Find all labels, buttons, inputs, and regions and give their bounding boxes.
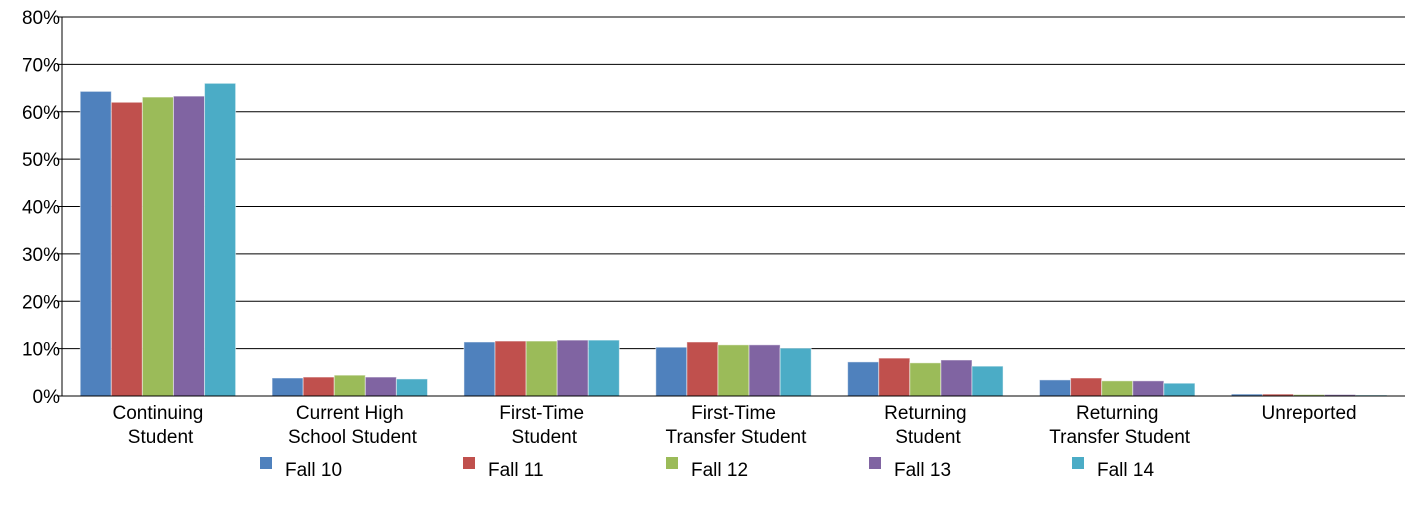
bar	[395, 378, 428, 397]
bar	[587, 339, 620, 397]
bar	[364, 376, 397, 397]
bar	[1163, 382, 1196, 397]
x-tick-label: First-Time Student	[499, 403, 584, 448]
bar	[971, 365, 1004, 397]
legend-swatch	[869, 457, 881, 469]
legend-swatch	[260, 457, 272, 469]
bar	[271, 377, 304, 397]
y-tick-label: 50%	[22, 150, 60, 171]
x-tick-label: First-Time Transfer Student	[661, 403, 807, 448]
legend-label: Fall 13	[894, 460, 951, 481]
legend-swatch	[463, 457, 475, 469]
bar	[1132, 380, 1165, 397]
legend-label: Fall 10	[285, 460, 342, 481]
bar	[204, 82, 237, 397]
bar	[1039, 379, 1072, 397]
bar	[1101, 380, 1134, 397]
bar	[748, 344, 781, 397]
y-tick-label: 70%	[22, 55, 60, 76]
x-tick-label: Unreported	[1262, 403, 1357, 424]
x-tick-label: Returning Transfer Student	[1044, 403, 1190, 448]
y-tick-label: 10%	[22, 340, 60, 361]
bar	[333, 374, 366, 397]
bar	[847, 361, 880, 397]
y-tick-label: 0%	[33, 387, 61, 408]
bar	[655, 346, 688, 397]
bar	[878, 357, 911, 397]
x-tick-label: Continuing Student	[113, 403, 204, 448]
bar	[141, 96, 174, 397]
bar	[463, 341, 496, 397]
bar	[494, 340, 527, 397]
y-tick-label: 20%	[22, 292, 60, 313]
bar	[302, 376, 335, 397]
y-tick-label: 60%	[22, 103, 60, 124]
x-tick-label: Returning Student	[884, 403, 966, 448]
legend-label: Fall 11	[488, 460, 544, 481]
bar	[556, 339, 589, 397]
legend-swatch	[666, 457, 678, 469]
legend-label: Fall 14	[1097, 460, 1154, 481]
y-tick-label: 30%	[22, 245, 60, 266]
bar	[110, 101, 143, 397]
x-tick-label: Current High School Student	[283, 403, 418, 448]
bar	[717, 344, 750, 397]
legend-swatch	[1072, 457, 1084, 469]
bar	[172, 95, 206, 397]
legend-label: Fall 12	[691, 460, 748, 481]
y-tick-label: 40%	[22, 198, 60, 219]
y-tick-label: 80%	[22, 8, 60, 29]
bar	[525, 340, 558, 397]
bar	[79, 90, 112, 397]
bar	[686, 341, 719, 397]
bar	[1070, 377, 1103, 397]
bar	[940, 359, 973, 397]
bar	[779, 347, 812, 397]
bar	[909, 362, 942, 397]
